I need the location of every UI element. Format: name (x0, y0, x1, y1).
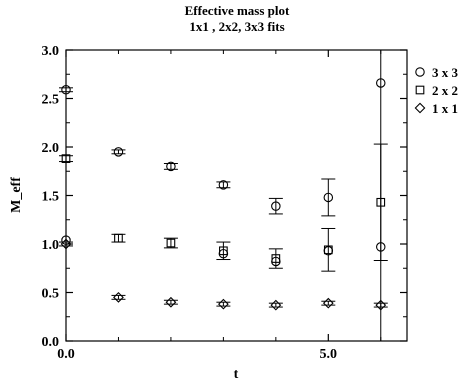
y-tick-label: 0.0 (42, 335, 60, 350)
data-point-2x2 (166, 238, 176, 248)
chart-subtitle: 1x1 , 2x2, 3x3 fits (189, 19, 284, 34)
data-point-extra (323, 246, 334, 256)
chart-title: Effective mass plot (185, 3, 290, 18)
y-tick-label: 1.5 (42, 190, 60, 205)
data-point-2x2 (114, 233, 123, 243)
legend-label: 3 x 3 (432, 65, 459, 80)
axis-ticks (65, 49, 407, 342)
data-marks (59, 50, 388, 341)
data-point-2x2 (219, 246, 228, 256)
x-tick-label: 5.0 (320, 347, 338, 362)
x-tick-label: 0.0 (57, 347, 75, 362)
data-point-1x1 (375, 299, 387, 311)
y-tick-labels: 0.0 0.5 1.0 1.5 2.0 2.5 3.0 (42, 44, 60, 350)
legend-marker (415, 85, 425, 95)
legend: 3 x 3 2 x 2 1 x 1 (414, 65, 459, 116)
y-axis-label: M_eff (9, 177, 24, 213)
data-point-2x2 (61, 154, 71, 163)
data-point-3x3 (376, 78, 386, 88)
data-point-3x3 (61, 85, 71, 95)
data-point-1x1 (218, 298, 229, 310)
data-point-1x1 (322, 297, 334, 309)
y-tick-label: 2.5 (42, 93, 60, 108)
legend-marker (415, 67, 425, 77)
data-point-2x2 (271, 254, 281, 263)
data-point-3x3 (323, 192, 334, 203)
data-point-extra (376, 242, 386, 252)
data-point-1x1 (165, 296, 177, 308)
y-tick-label: 0.5 (42, 287, 60, 302)
legend-label: 2 x 2 (432, 83, 458, 98)
data-point-extra (271, 256, 281, 267)
y-tick-label: 2.0 (42, 141, 60, 156)
legend-label: 1 x 1 (432, 101, 458, 116)
plot-frame (65, 49, 408, 342)
x-axis-label: t (234, 367, 239, 382)
data-point-extra (61, 235, 71, 245)
legend-marker (414, 102, 426, 114)
y-tick-label: 3.0 (42, 44, 60, 59)
data-point-3x3 (166, 161, 176, 172)
data-point-2x2 (376, 197, 386, 207)
data-point-1x1 (113, 291, 124, 303)
data-point-1x1 (270, 299, 282, 311)
y-tick-label: 1.0 (42, 238, 60, 253)
x-tick-labels: 0.0 5.0 (57, 347, 337, 362)
data-point-3x3 (113, 147, 124, 157)
data-point-3x3 (271, 201, 281, 211)
data-point-extra (218, 248, 229, 259)
data-point-3x3 (218, 180, 229, 190)
